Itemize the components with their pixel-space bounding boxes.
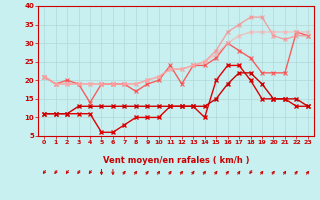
X-axis label: Vent moyen/en rafales ( km/h ): Vent moyen/en rafales ( km/h ) (103, 156, 249, 165)
